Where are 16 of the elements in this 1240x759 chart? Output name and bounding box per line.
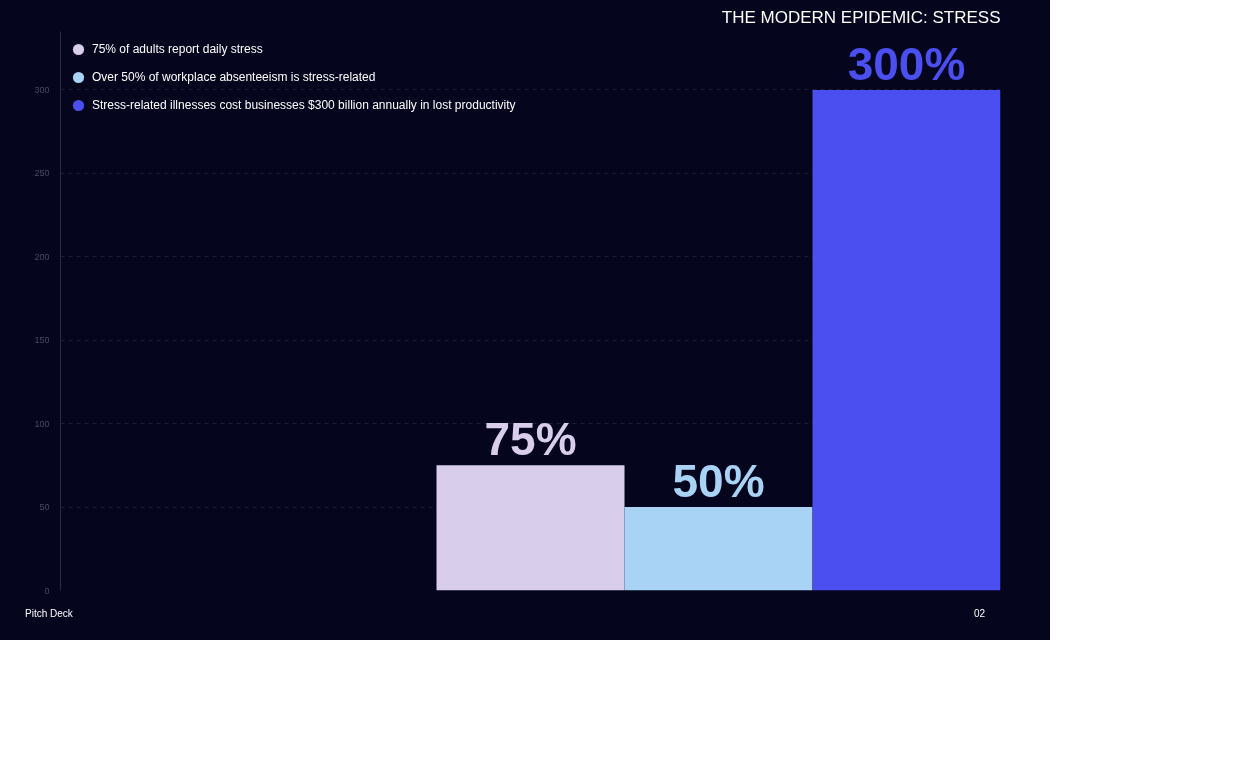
y-tick-label: 300 [34,84,50,95]
text: 02 [973,607,985,621]
data-label: 75% [484,413,577,466]
text: Pitch Deck [25,607,73,621]
y-tick-label: 200 [34,251,50,262]
legend-label: Over 50% of workplace absenteeism is stress-related [92,70,376,84]
data-label: 300% [847,37,966,90]
legend-label: 75% of adults report daily stress [92,42,263,56]
y-tick-label: 100 [34,418,50,429]
legend-label: Stress-related illnesses cost businesses $300 billion annually in lost productivity [92,98,516,112]
y-tick-label: 0 [44,585,50,596]
y-tick-label: 50 [39,502,50,513]
chart-title: THE MODERN EPIDEMIC: STRESS [721,7,1001,27]
y-tick-label: 150 [34,335,50,346]
data-label: 50% [672,455,765,508]
y-tick-label: 250 [34,168,50,179]
